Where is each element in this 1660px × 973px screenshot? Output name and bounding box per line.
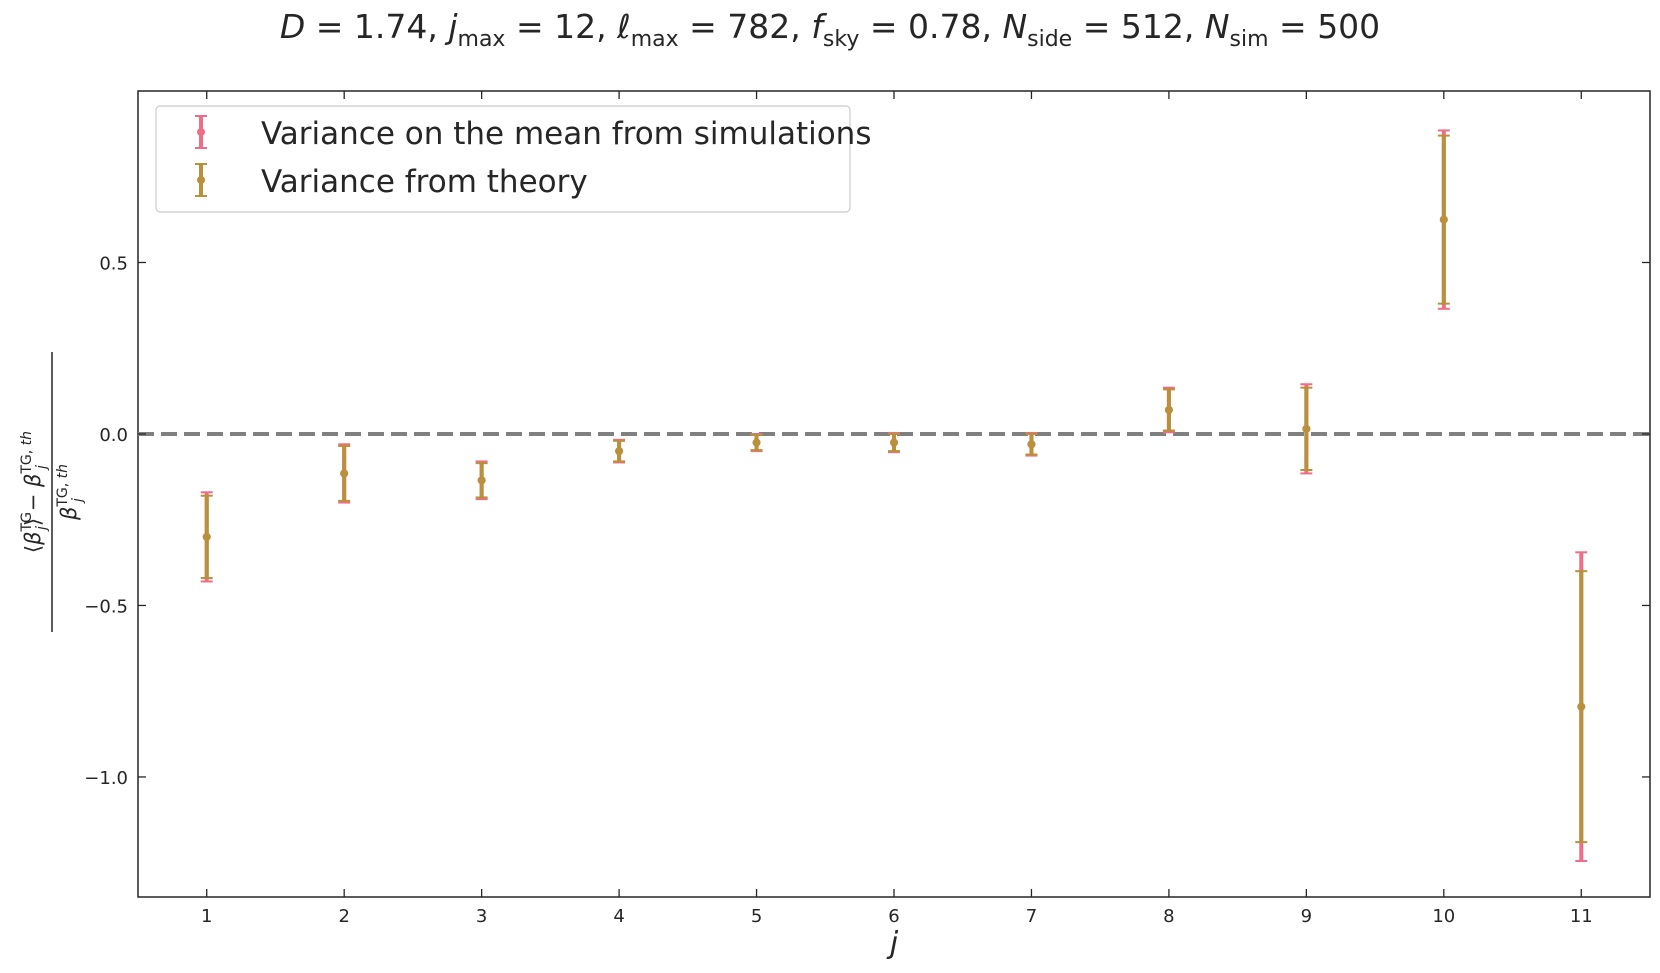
x-tick-label: 8 — [1163, 906, 1174, 927]
y-tick-label: −1.0 — [84, 768, 128, 789]
error-bar — [338, 444, 351, 502]
data-point — [1577, 702, 1586, 711]
y-tick-label: 0.0 — [99, 425, 128, 446]
x-tick-label: 4 — [613, 906, 624, 927]
chart-title: D = 1.74, jmax = 12, ℓmax = 782, fsky = … — [280, 7, 1380, 52]
error-bar — [475, 462, 488, 499]
x-tick-label: 3 — [476, 906, 487, 927]
x-tick-label: 9 — [1301, 906, 1312, 927]
x-tick-label: 2 — [338, 906, 349, 927]
legend-label-simulations: Variance on the mean from simulations — [261, 116, 871, 152]
x-tick-label: 11 — [1570, 906, 1593, 927]
error-bar — [200, 494, 213, 580]
y-axis-ticks: 0.5 0.0 −0.5 −1.0 — [84, 253, 1650, 789]
x-tick-label: 10 — [1432, 906, 1455, 927]
error-bar — [1300, 386, 1313, 471]
y-tick-label: −0.5 — [84, 596, 128, 617]
data-point — [202, 532, 211, 541]
x-tick-label: 1 — [201, 906, 212, 927]
data-points — [200, 129, 1588, 862]
legend-marker-simulations — [195, 115, 207, 149]
data-point — [615, 447, 624, 456]
y-axis-label: ⟨βTGj⟩ − βTG, thj βTG, thj — [19, 352, 86, 632]
data-point — [1302, 424, 1311, 433]
series-simulations — [200, 129, 1588, 862]
data-point — [1027, 440, 1036, 449]
series-theory — [200, 134, 1588, 844]
error-bar — [1575, 570, 1588, 844]
legend: Variance on the mean from simulations Va… — [155, 105, 871, 213]
svg-text:⟨βTGj⟩ − βTG, thj: ⟨βTGj⟩ − βTG, thj — [19, 431, 50, 553]
x-axis-ticks: 1 2 3 4 5 6 7 8 9 10 11 — [201, 91, 1593, 927]
y-tick-label: 0.5 — [99, 253, 128, 274]
x-tick-label: 7 — [1026, 906, 1037, 927]
data-point — [752, 438, 761, 447]
data-point — [477, 476, 486, 485]
data-point — [340, 469, 349, 478]
legend-label-theory: Variance from theory — [261, 164, 588, 200]
x-axis-label: j — [886, 926, 899, 961]
error-bar — [1162, 388, 1175, 432]
x-tick-label: 5 — [751, 906, 762, 927]
x-tick-label: 6 — [888, 906, 899, 927]
error-bar — [888, 432, 900, 453]
legend-frame — [155, 105, 851, 213]
error-bar — [613, 439, 626, 463]
error-bar — [1025, 432, 1038, 456]
legend-marker-theory — [195, 163, 207, 197]
error-bar — [1437, 134, 1450, 305]
error-bar — [750, 434, 763, 452]
data-point — [1164, 405, 1173, 414]
data-point — [890, 438, 898, 447]
data-point — [1439, 215, 1448, 224]
svg-text:βTG, thj: βTG, thj — [55, 464, 86, 521]
